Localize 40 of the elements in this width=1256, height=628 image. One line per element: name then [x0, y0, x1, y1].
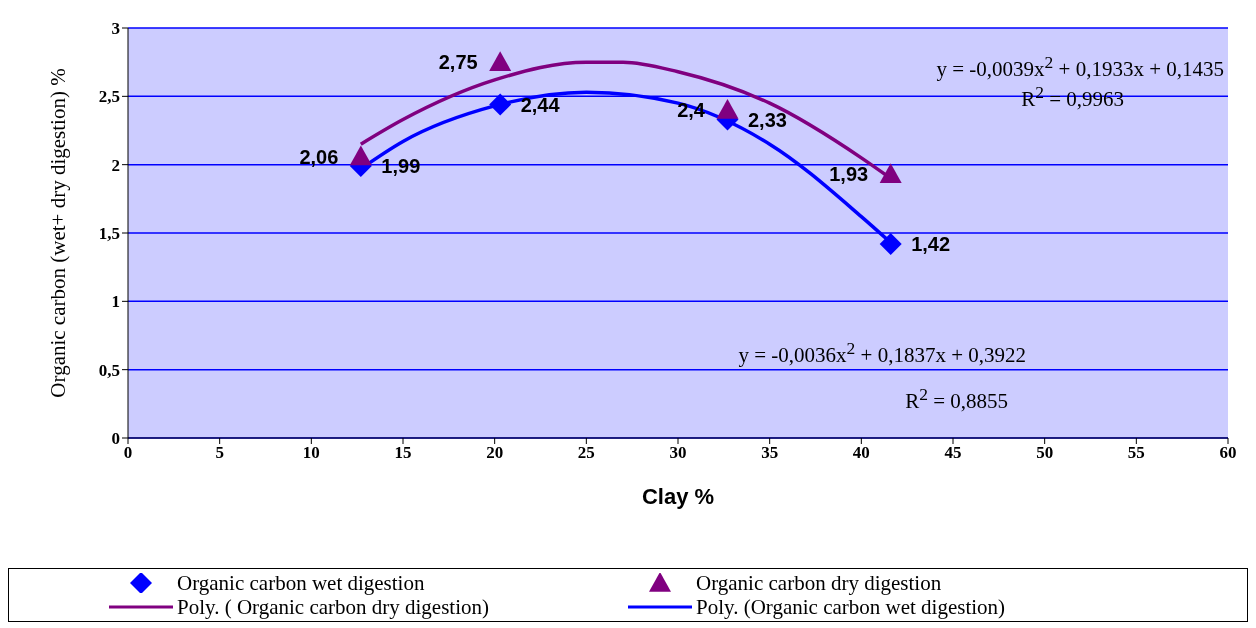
data-label: 1,93: [829, 163, 869, 186]
legend-label: Poly. ( Organic carbon dry digestion): [177, 595, 490, 619]
x-tick-label: 55: [1127, 443, 1145, 463]
x-tick-label: 45: [944, 443, 962, 463]
x-tick-label: 35: [761, 443, 779, 463]
legend-label: Organic carbon wet digestion: [177, 571, 425, 595]
point: [349, 145, 372, 166]
annotation: R$^{2}$ = 0,8855: [905, 384, 1008, 414]
x-tick-label: 20: [486, 443, 504, 463]
x-tick-label: 10: [302, 443, 320, 463]
y-tick-label: 2: [111, 155, 120, 175]
y-tick-label: 3: [111, 19, 120, 39]
x-tick-label: 40: [852, 443, 870, 463]
point: [879, 232, 902, 255]
data-label: 2,06: [299, 145, 339, 168]
annotation: y = -0,0039x$^{2}$ + 0,1933x + 0,1435: [936, 52, 1224, 82]
point: [716, 99, 739, 119]
x-tick-label: 5: [215, 443, 224, 463]
y-tick-label: 0,5: [98, 360, 120, 380]
data-label: 2,44: [520, 93, 561, 116]
legend-label: Poly. (Organic carbon wet digestion): [696, 595, 1006, 619]
data-label: 1,42: [911, 233, 951, 256]
annotation: y = -0,0036x$^{2}$ + 0,1837x + 0,3922: [738, 338, 1026, 368]
point: [879, 163, 902, 184]
y-tick-label: 2,5: [98, 87, 120, 107]
legend-label: Organic carbon dry digestion: [696, 571, 942, 595]
data-label: 2,33: [748, 108, 787, 131]
y-tick-label: 1,5: [98, 224, 120, 244]
x-tick-label: 60: [1219, 443, 1237, 463]
y-tick-label: 1: [111, 292, 120, 312]
y-axis-title: Organic carbon (wet+ dry digestion) %: [46, 68, 71, 398]
x-tick-label: 50: [1036, 443, 1054, 463]
y-tick-label: 0: [111, 429, 120, 449]
point: [489, 93, 512, 116]
x-tick-label: 30: [669, 443, 687, 463]
point: [489, 51, 512, 71]
data-label: 2,75: [438, 51, 478, 74]
x-tick-label: 25: [577, 443, 595, 463]
x-tick-label: 15: [394, 443, 412, 463]
x-axis-title: Clay %: [641, 484, 715, 509]
